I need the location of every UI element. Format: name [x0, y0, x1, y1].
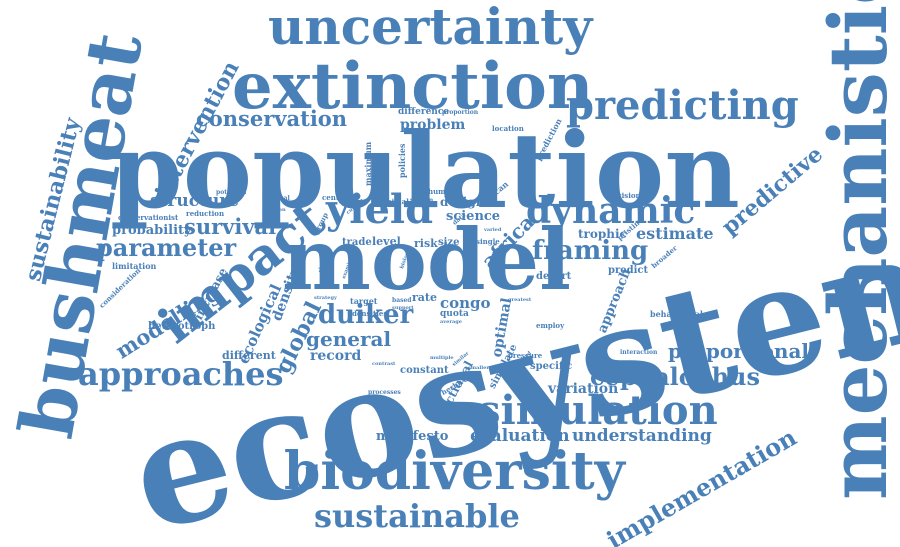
word-framing: framing: [532, 236, 649, 266]
word-support: support: [392, 305, 414, 311]
word-function: function: [262, 207, 286, 213]
word-pressure: pressure: [508, 351, 543, 360]
word-greatest: greatest: [508, 297, 532, 303]
word-yield: yield: [326, 186, 434, 233]
word-quota: quota: [440, 309, 469, 319]
word-general: general: [306, 327, 392, 351]
word-manifesto: manifesto: [376, 429, 449, 444]
word-conservation: conservation: [196, 106, 348, 131]
word-processes: processes: [368, 389, 401, 396]
word-potential: potential: [216, 189, 247, 196]
word-average: average: [440, 319, 462, 325]
word-strategy: strategy: [314, 295, 337, 301]
word-maximum: maximum: [363, 141, 373, 186]
word-smaller: smaller: [468, 365, 489, 371]
word-single: single: [476, 237, 500, 246]
word-size: size: [438, 237, 460, 248]
word-human: human: [428, 187, 456, 196]
word-decision: decision: [608, 191, 641, 200]
word-conservationist: conservationist: [118, 213, 179, 222]
word-policies: policies: [397, 143, 407, 178]
word-densities: densities: [352, 309, 388, 318]
word-rate: rate: [412, 291, 438, 304]
word-target: target: [350, 296, 378, 306]
word-constant: constant: [400, 365, 449, 376]
word-behavioural: behavioural: [650, 309, 703, 319]
word-predicting: predicting: [566, 82, 799, 129]
word-extinction: extinction: [232, 49, 594, 124]
word-minimal: minimal: [262, 195, 290, 202]
word-employ: employ: [536, 321, 565, 330]
word-structure: structure: [150, 191, 240, 211]
word-sustainable: sustainable: [314, 497, 520, 535]
word-duiker: duiker: [318, 300, 414, 330]
word-approaches: approaches: [78, 355, 284, 393]
word-variation: variation: [548, 381, 619, 397]
word-proportional: proportional: [668, 339, 809, 363]
word-dynamic: dynamic: [526, 190, 696, 232]
word-model: model: [282, 210, 571, 309]
word-central: central: [322, 193, 350, 202]
word-contrast: contrast: [372, 361, 396, 367]
word-heterotroph: heterotroph: [148, 321, 216, 332]
word-congo: congo: [440, 294, 491, 312]
word-interaction: interaction: [620, 349, 658, 356]
word-level: level: [372, 235, 401, 248]
word-design: design: [440, 195, 485, 209]
word-uncertainty: uncertainty: [268, 0, 593, 56]
word-location: location: [492, 124, 524, 133]
word-simulation: simulation: [478, 387, 718, 434]
word-animal: animal: [382, 197, 409, 206]
word-different: different: [222, 349, 276, 362]
word-hunted: hunted: [443, 242, 449, 262]
word-trophic: trophic: [578, 227, 627, 241]
word-mechanistic: mechanistic: [811, 0, 900, 500]
word-difference: difference: [398, 107, 450, 117]
word-record: record: [310, 348, 362, 364]
word-estimate: estimate: [636, 224, 714, 243]
word-limitation: limitation: [112, 261, 157, 271]
word-evaluation: evaluation: [470, 426, 570, 446]
word-probability: probability: [112, 223, 192, 238]
word-problem: problem: [400, 117, 466, 133]
word-multiple: multiple: [430, 355, 454, 361]
word-varied: varied: [484, 227, 502, 233]
word-understanding: understanding: [572, 426, 712, 446]
word-based: based: [392, 297, 412, 304]
word-science: science: [446, 209, 501, 224]
word-predict: predict: [608, 265, 649, 276]
word-trade: trade: [342, 237, 372, 248]
word-desert: desert: [536, 271, 572, 282]
word-biodiversity: biodiversity: [284, 441, 625, 502]
word-proportion: proportion: [442, 109, 479, 116]
word-system: system: [410, 197, 434, 204]
word-specific: specific: [530, 361, 573, 372]
word-cephalophus: cephalophus: [590, 362, 760, 391]
word-survival: survival: [184, 214, 277, 239]
word-reduction: reduction: [186, 209, 225, 218]
word-population: population: [110, 109, 740, 232]
word-parameter: parameter: [96, 233, 237, 262]
word-risk: risk: [414, 237, 438, 250]
